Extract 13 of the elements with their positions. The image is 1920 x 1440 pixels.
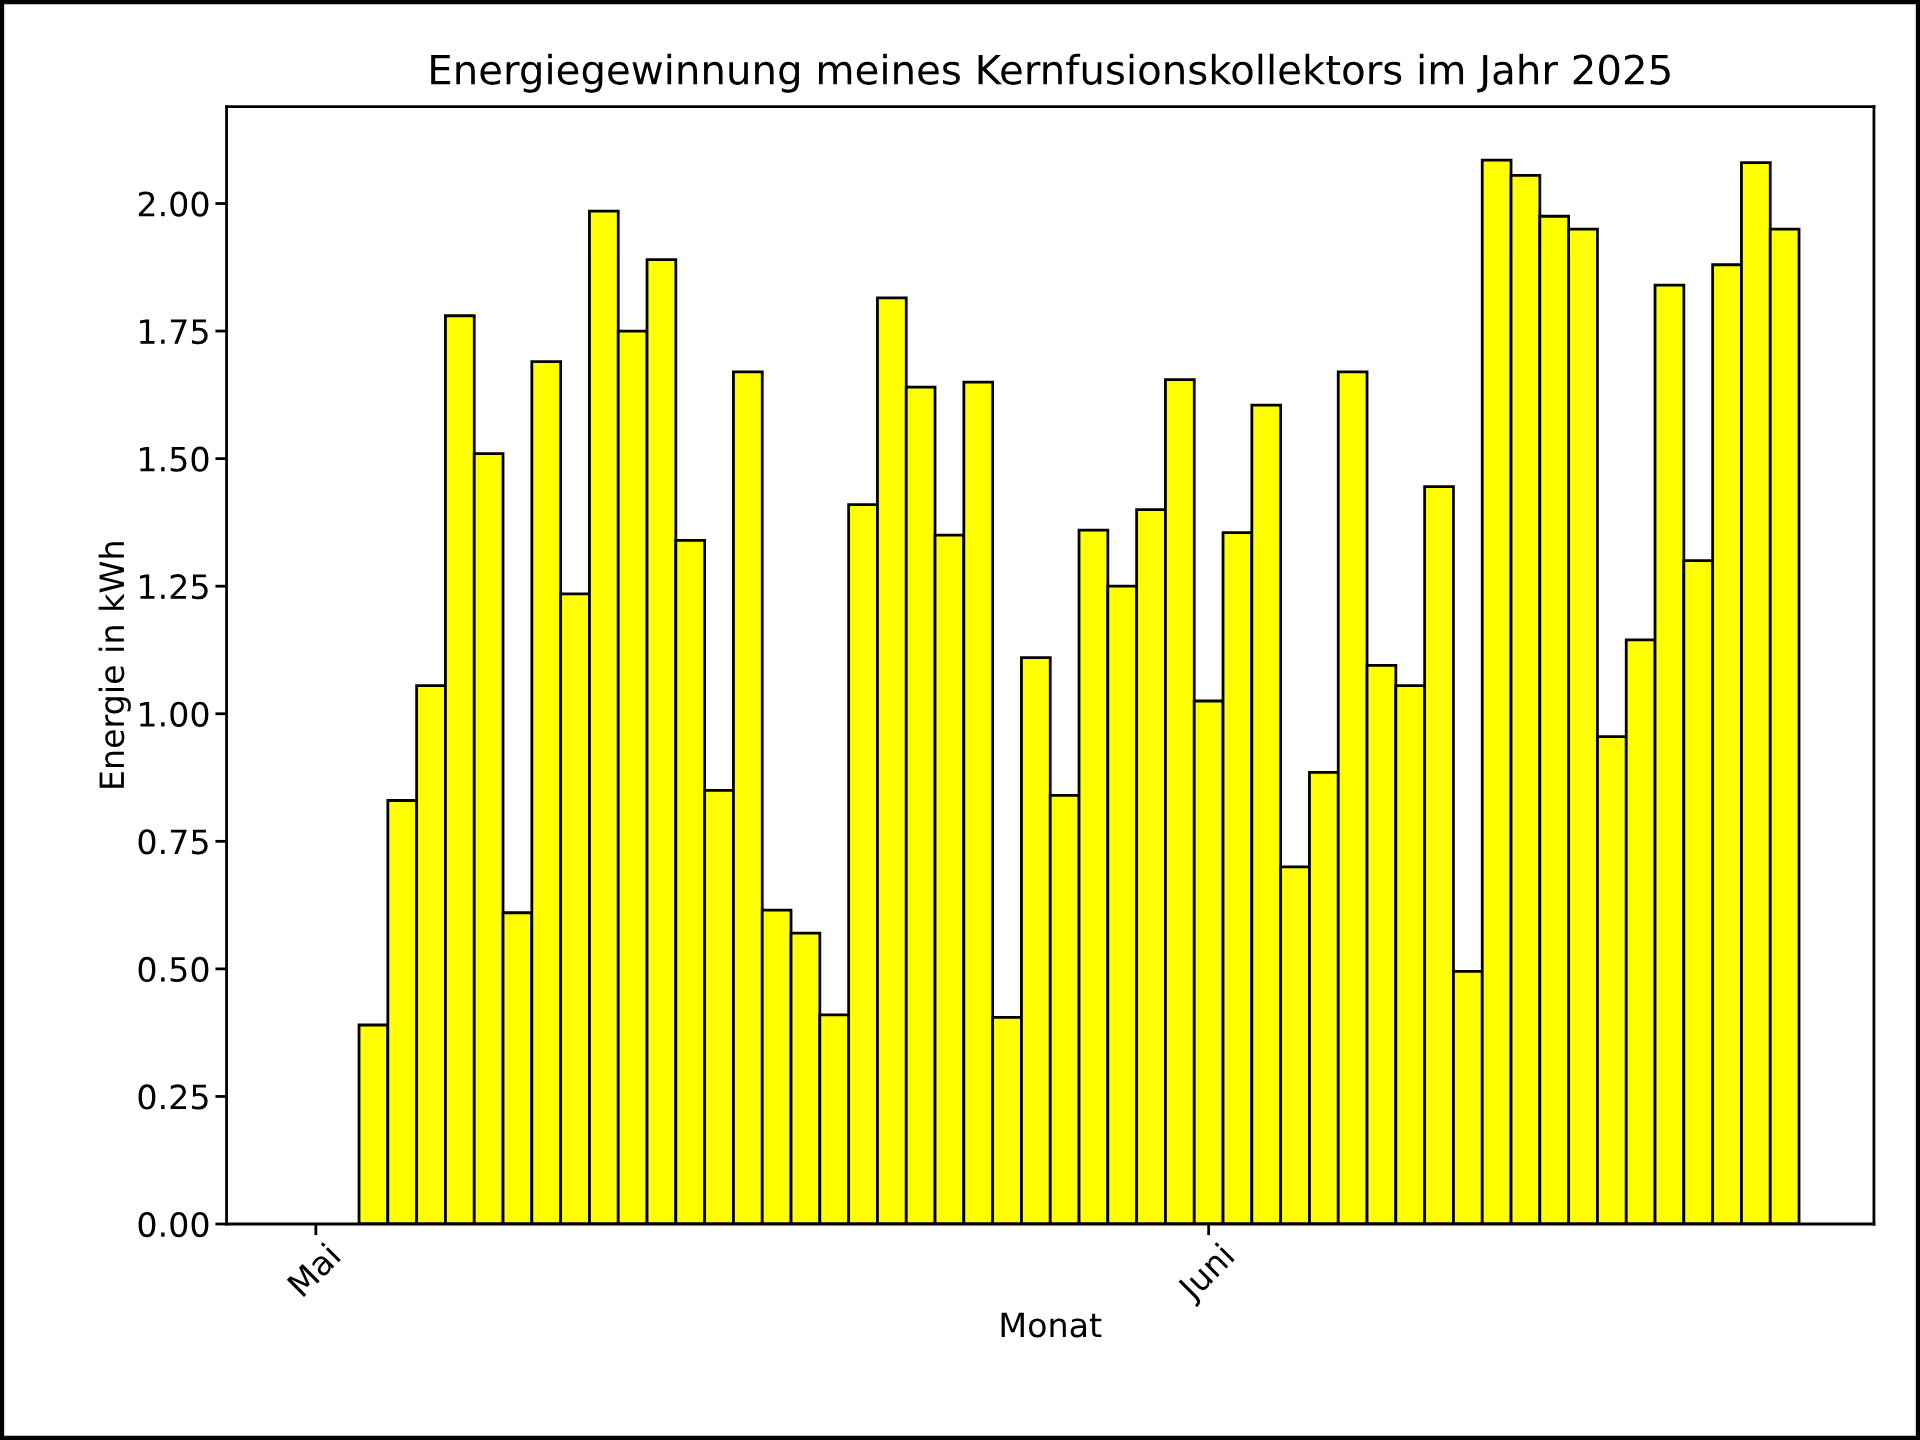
- chart-title: Energiegewinnung meines Kernfusionskollektors im Jahr 2025: [431, 53, 1670, 93]
- y-tick-label: 1.25: [140, 574, 208, 600]
- y-tick-label: 0.50: [138, 956, 209, 983]
- y-tick-label: 0.00: [138, 1211, 209, 1238]
- y-axis-title: Energie in kWh: [98, 542, 131, 788]
- x-tick-label: Mai: [286, 1242, 342, 1298]
- y-tick-label: 1.75: [140, 319, 208, 345]
- y-tick-label: 1.00: [140, 701, 209, 727]
- y-tick-label: 2.00: [138, 191, 209, 217]
- y-tick-label: 0.25: [138, 1084, 208, 1110]
- y-tick-label: 1.50: [140, 446, 209, 472]
- x-axis-title: Monat: [1001, 1312, 1102, 1338]
- y-tick-label: 0.75: [138, 829, 208, 855]
